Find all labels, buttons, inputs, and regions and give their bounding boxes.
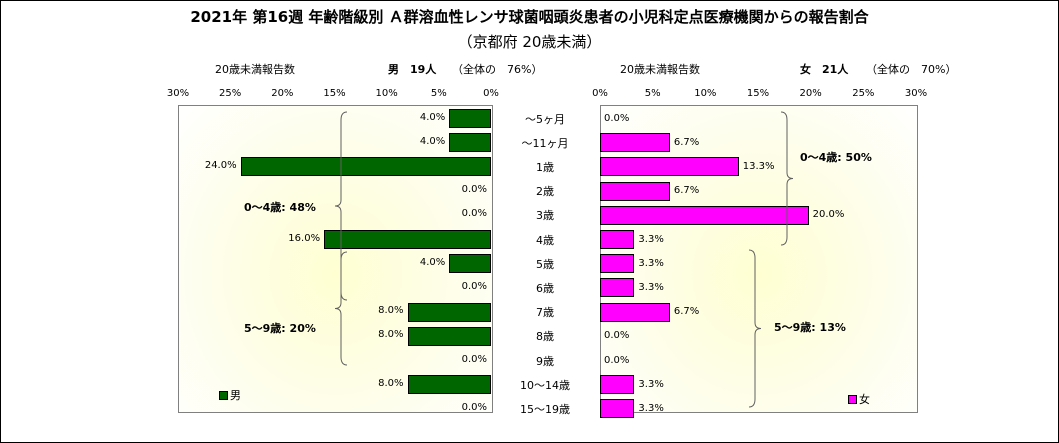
male-data-label: 8.0% [378, 305, 404, 317]
female-data-label: 3.3% [638, 402, 664, 414]
female-data-label: 3.3% [638, 281, 664, 293]
female-bar [600, 302, 670, 322]
male-count: 男 19人 [388, 63, 437, 76]
age-category-label: 9歳 [536, 354, 554, 368]
female-count: 女 21人 [800, 63, 849, 76]
female-bar [600, 205, 809, 225]
male-data-label: 4.0% [419, 111, 446, 123]
male-data-label: 0.0% [461, 353, 487, 365]
female-share: （全体の 70%） [866, 63, 957, 76]
age-category-label: 7歳 [536, 306, 554, 320]
female-bar [600, 278, 635, 298]
female-x-tick: 25% [852, 88, 875, 99]
age-category-label: 1歳 [536, 160, 554, 174]
female-data-label: 20.0% [812, 209, 845, 221]
female-x-tick: 30% [904, 88, 928, 99]
female-x-tick: 20% [799, 88, 822, 99]
male-bar [240, 157, 491, 177]
male-bar [407, 375, 491, 395]
female-data-label: 3.3% [638, 233, 664, 245]
male-bar [407, 302, 491, 322]
female-data-label: 0.0% [604, 330, 630, 342]
female-bar [600, 399, 635, 419]
male-data-label: 16.0% [288, 232, 321, 244]
female-data-label: 6.7% [673, 185, 700, 197]
male-5-9-bracket [334, 251, 348, 366]
male-data-label: 0.0% [461, 401, 487, 413]
male-data-label: 4.0% [419, 135, 446, 147]
age-category-label: 5歳 [536, 257, 554, 271]
female-data-label: 0.0% [604, 354, 630, 366]
male-bar [449, 133, 491, 153]
male-x-tick: 10% [375, 88, 398, 99]
male-0-4-annotation: 0～4歳: 48% [244, 201, 316, 214]
male-x-tick: 15% [323, 88, 346, 99]
male-x-tick: 5% [430, 88, 447, 99]
female-5-9-annotation: 5～9歳: 13% [774, 321, 846, 334]
female-bar [600, 375, 635, 395]
right-axis-caption: 20歳未満報告数 [620, 63, 700, 76]
male-5-9-annotation: 5～9歳: 20% [244, 322, 316, 335]
age-category-label: 3歳 [536, 209, 554, 223]
age-category-label: 15～19歳 [520, 402, 570, 416]
female-legend-label: 女 [859, 393, 870, 406]
male-plot-area [178, 105, 493, 413]
male-bar [324, 230, 491, 249]
chart-subtitle: （京都府 20歳未満） [457, 33, 602, 51]
female-data-label: 3.3% [638, 378, 664, 390]
male-data-label: 0.0% [461, 280, 487, 292]
female-5-9-bracket [748, 249, 762, 408]
age-category-label: 10～14歳 [520, 378, 570, 392]
female-x-tick: 10% [694, 88, 717, 99]
age-category-label: ～11ヶ月 [521, 136, 569, 150]
male-data-label: 8.0% [378, 377, 404, 389]
male-bar [449, 109, 491, 128]
male-data-label: 0.0% [461, 208, 487, 220]
female-x-tick: 15% [746, 88, 770, 99]
male-share: （全体の 76%） [452, 63, 543, 76]
male-data-label: 4.0% [419, 256, 446, 268]
age-category-label: 4歳 [536, 233, 554, 247]
female-plot-area [600, 105, 918, 413]
male-x-tick: 20% [271, 88, 294, 99]
chart-title: 2021年 第16週 年齢階級別 Ａ群溶血性レンサ球菌咽頭炎患者の小児科定点医療… [190, 8, 869, 26]
male-data-label: 0.0% [461, 184, 487, 196]
male-x-tick: 30% [166, 88, 190, 99]
left-axis-caption: 20歳未満報告数 [215, 63, 295, 76]
male-x-tick: 0% [483, 88, 499, 99]
female-bar [600, 230, 635, 249]
female-data-label: 13.3% [742, 160, 775, 172]
age-category-label: 6歳 [536, 281, 554, 295]
male-legend-key [219, 391, 228, 400]
male-bar [449, 254, 491, 274]
age-category-label: ～5ヶ月 [525, 112, 565, 126]
male-legend-label: 男 [230, 389, 241, 402]
female-data-label: 6.7% [673, 136, 700, 148]
female-data-label: 6.7% [673, 306, 700, 318]
female-data-label: 3.3% [638, 257, 664, 269]
female-x-tick: 5% [644, 88, 661, 99]
female-0-4-bracket [780, 111, 794, 246]
male-x-tick: 25% [219, 88, 242, 99]
age-category-label: 8歳 [536, 330, 554, 344]
female-bar [600, 157, 739, 177]
female-bar [600, 254, 635, 274]
male-data-label: 8.0% [378, 329, 404, 341]
female-bar [600, 181, 670, 201]
male-bar [407, 326, 491, 346]
age-category-label: 2歳 [536, 185, 554, 199]
female-legend-key [848, 395, 857, 404]
male-data-label: 24.0% [204, 159, 237, 171]
female-x-tick: 0% [592, 88, 608, 99]
female-data-label: 0.0% [604, 112, 630, 124]
female-bar [600, 133, 670, 153]
female-0-4-annotation: 0～4歳: 50% [800, 151, 872, 164]
